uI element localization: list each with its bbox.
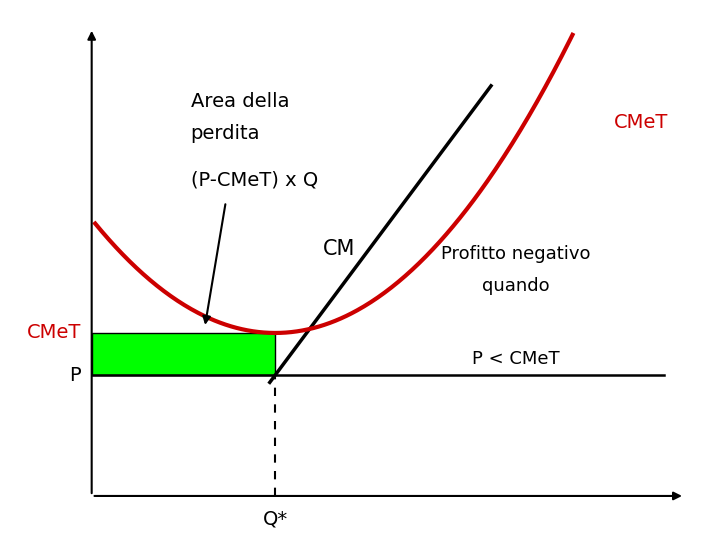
Bar: [91, 333, 275, 375]
Text: Q*: Q*: [263, 509, 288, 528]
Text: CMeT: CMeT: [614, 113, 669, 132]
Text: CM: CM: [323, 239, 355, 259]
Text: CMeT: CMeT: [27, 323, 81, 342]
Text: P < CMeT: P < CMeT: [472, 350, 559, 368]
Text: Area della: Area della: [191, 92, 289, 111]
Text: quando: quando: [482, 276, 549, 295]
Text: Profitto negativo: Profitto negativo: [441, 245, 590, 263]
Text: perdita: perdita: [191, 124, 260, 143]
Text: P: P: [69, 366, 81, 384]
Text: (P-CMeT) x Q: (P-CMeT) x Q: [191, 171, 318, 190]
